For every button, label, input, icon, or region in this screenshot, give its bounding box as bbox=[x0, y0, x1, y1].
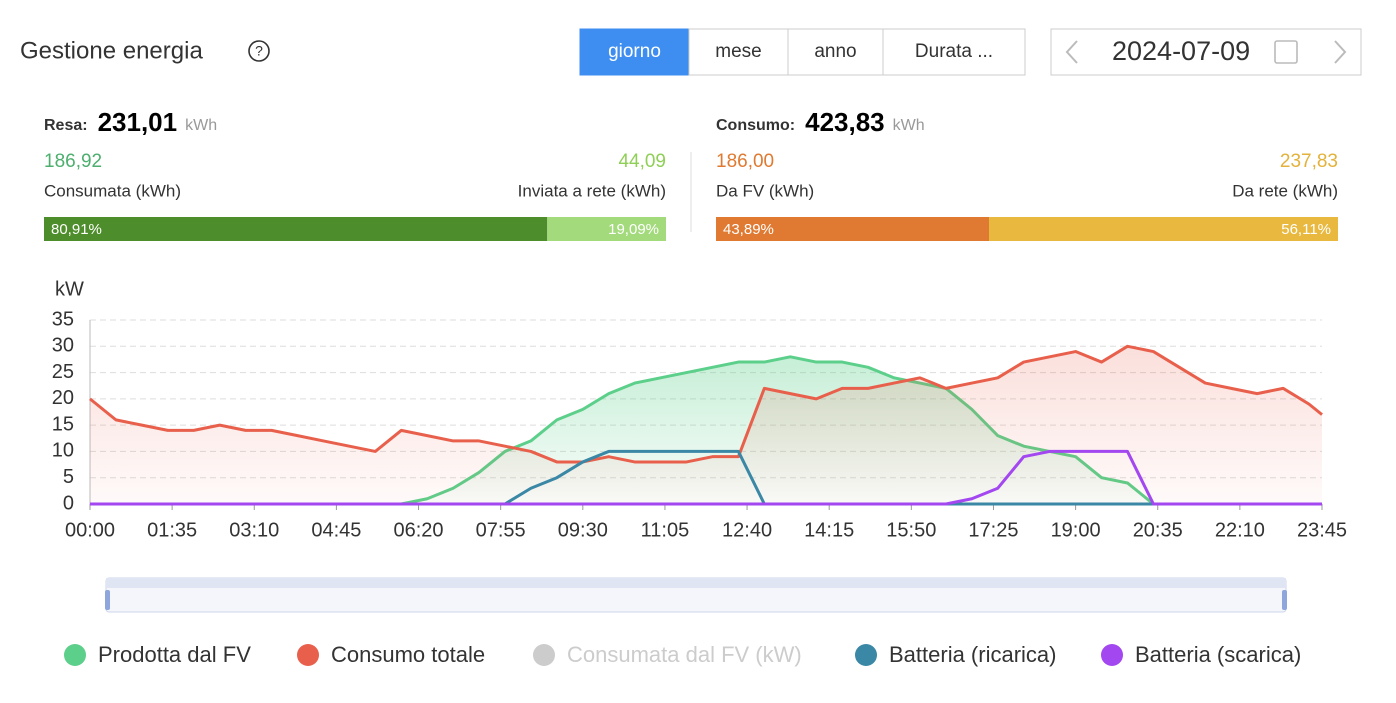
legend-label[interactable]: Batteria (scarica) bbox=[1135, 642, 1301, 667]
share-bar bbox=[988, 217, 1338, 241]
x-tick-label: 07:55 bbox=[476, 519, 526, 541]
summary-unit: kWh bbox=[893, 117, 925, 134]
zoom-handle[interactable] bbox=[1282, 590, 1287, 610]
x-tick-label: 11:05 bbox=[641, 519, 690, 541]
tab-button[interactable] bbox=[579, 28, 690, 76]
x-tick-label: 17:25 bbox=[968, 519, 1018, 541]
x-tick-label: 00:00 bbox=[65, 519, 115, 541]
summary-label: Resa: bbox=[44, 117, 88, 134]
tab-button[interactable] bbox=[882, 28, 1026, 76]
tab-label: Durata ... bbox=[915, 41, 993, 62]
zoom-handle[interactable] bbox=[105, 590, 110, 610]
x-tick-label: 19:00 bbox=[1051, 519, 1101, 541]
y-tick-label: 20 bbox=[52, 387, 74, 409]
summary-item-label: Consumata (kWh) bbox=[44, 181, 181, 200]
x-tick-label: 04:45 bbox=[311, 519, 361, 541]
x-tick-label: 03:10 bbox=[229, 519, 279, 541]
y-tick-label: 5 bbox=[63, 466, 74, 488]
calendar-icon[interactable] bbox=[1274, 40, 1298, 64]
tab-label: giorno bbox=[608, 41, 661, 62]
share-label: 56,11% bbox=[1281, 221, 1331, 238]
summary-item-label: Inviata a rete (kWh) bbox=[518, 181, 666, 200]
y-tick-label: 30 bbox=[52, 335, 74, 357]
x-tick-label: 20:35 bbox=[1133, 519, 1183, 541]
y-tick-label: 35 bbox=[52, 308, 74, 330]
x-tick-label: 23:45 bbox=[1297, 519, 1347, 541]
tab-label: mese bbox=[715, 41, 761, 62]
legend-swatch[interactable] bbox=[1101, 644, 1123, 666]
y-axis-label: kW bbox=[55, 278, 84, 300]
x-tick-label: 15:50 bbox=[886, 519, 936, 541]
series-line bbox=[89, 344, 1323, 464]
legend-swatch[interactable] bbox=[855, 644, 877, 666]
tab-button[interactable] bbox=[688, 28, 789, 76]
share-bar bbox=[44, 217, 548, 241]
legend-swatch[interactable] bbox=[297, 644, 319, 666]
area bbox=[90, 346, 1322, 504]
summary-total: 423,83 bbox=[805, 107, 885, 137]
legend-label[interactable]: Prodotta dal FV bbox=[98, 642, 251, 667]
legend-label[interactable]: Batteria (ricarica) bbox=[889, 642, 1056, 667]
title: Gestione energia bbox=[20, 37, 203, 64]
date-picker[interactable] bbox=[1050, 28, 1362, 76]
y-tick-label: 25 bbox=[52, 361, 74, 383]
x-tick-label: 14:15 bbox=[804, 519, 854, 541]
summary-value: 186,92 bbox=[44, 151, 102, 172]
share-label: 43,89% bbox=[723, 221, 774, 238]
tab-button[interactable] bbox=[787, 28, 884, 76]
series-line bbox=[90, 449, 1322, 506]
legend-swatch[interactable] bbox=[533, 644, 555, 666]
x-tick-label: 09:30 bbox=[558, 519, 608, 541]
share-bar bbox=[547, 217, 666, 241]
prev-arrow[interactable] bbox=[1065, 40, 1078, 64]
summary-value: 44,09 bbox=[618, 151, 666, 172]
x-tick-label: 12:40 bbox=[722, 519, 772, 541]
share-label: 80,91% bbox=[51, 221, 102, 238]
y-tick-label: 0 bbox=[63, 492, 74, 514]
date: 2024-07-09 bbox=[1112, 36, 1250, 66]
legend-swatch[interactable] bbox=[64, 644, 86, 666]
summary-item-label: Da rete (kWh) bbox=[1232, 181, 1338, 200]
tab-label: anno bbox=[814, 41, 856, 62]
legend-label[interactable]: Consumo totale bbox=[331, 642, 485, 667]
summary-label: Consumo: bbox=[716, 117, 795, 134]
summary-item-label: Da FV (kWh) bbox=[716, 181, 814, 200]
x-tick-label: 06:20 bbox=[394, 519, 444, 541]
help-mark: ? bbox=[255, 43, 263, 59]
next-arrow[interactable] bbox=[1334, 40, 1347, 64]
zoom-handle-bar[interactable] bbox=[106, 578, 1286, 588]
share-bar bbox=[716, 217, 989, 241]
x-tick-label: 01:35 bbox=[147, 519, 197, 541]
y-tick-label: 10 bbox=[52, 440, 74, 462]
legend-label[interactable]: Consumata dal FV (kW) bbox=[567, 642, 802, 667]
y-tick-label: 15 bbox=[52, 413, 74, 435]
x-tick-label: 22:10 bbox=[1215, 519, 1265, 541]
help-icon[interactable] bbox=[248, 40, 270, 62]
summary-total: 231,01 bbox=[98, 107, 178, 137]
summary-value: 237,83 bbox=[1280, 151, 1338, 172]
summary-unit: kWh bbox=[185, 117, 217, 134]
share-label: 19,09% bbox=[608, 221, 659, 238]
summary-value: 186,00 bbox=[716, 151, 774, 172]
